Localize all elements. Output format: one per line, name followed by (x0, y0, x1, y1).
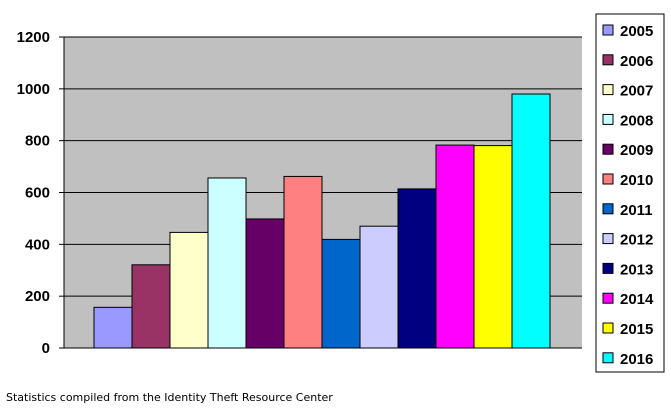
bars (93, 93, 551, 349)
bar-2016 (511, 93, 551, 349)
legend-label-2011: 2011 (620, 202, 653, 219)
bar-2015 (473, 145, 513, 349)
bar-2011 (321, 238, 361, 349)
legend-label-2016: 2016 (620, 351, 653, 368)
legend-label-2015: 2015 (620, 321, 653, 338)
bar-2009 (245, 218, 285, 349)
legend-label-2007: 2007 (620, 83, 653, 100)
y-tick-label: 0 (42, 340, 50, 357)
legend-swatch-2015 (602, 322, 614, 334)
legend-swatch-2010 (602, 173, 614, 185)
legend-label-2005: 2005 (620, 23, 653, 40)
y-tick-label: 800 (25, 133, 50, 150)
legend-label-2012: 2012 (620, 232, 653, 249)
legend-swatch-2012 (602, 233, 614, 245)
legend-swatch-2005 (602, 24, 614, 36)
y-axis-ticks: 0 200 400 600 800 1000 1200 (17, 29, 64, 357)
y-tick-label: 200 (25, 288, 50, 305)
bar-2013 (397, 188, 437, 349)
legend-label-2009: 2009 (620, 142, 653, 159)
legend-swatch-2011 (602, 203, 614, 215)
bar-2008 (207, 177, 247, 349)
legend-label-2006: 2006 (620, 53, 653, 70)
legend-label-2014: 2014 (620, 291, 654, 308)
y-tick-label: 1000 (17, 81, 50, 98)
legend-swatch-2007 (602, 84, 614, 96)
bar-2006 (131, 264, 171, 349)
bar-2005 (93, 306, 133, 349)
bar-2007 (169, 231, 209, 349)
source-caption: Statistics compiled from the Identity Th… (6, 391, 333, 404)
legend-swatch-2016 (602, 352, 614, 364)
legend: 2005 2006 2007 2008 2009 2010 2011 2012 2013 2014… (595, 13, 665, 373)
legend-swatch-2009 (602, 143, 614, 155)
bar-2010 (283, 175, 323, 349)
bar-2014 (435, 144, 475, 349)
legend-box (595, 13, 665, 373)
legend-label-2013: 2013 (620, 261, 653, 278)
legend-swatch-2006 (602, 54, 614, 66)
legend-label-2008: 2008 (620, 112, 653, 129)
legend-swatch-2014 (602, 292, 614, 304)
y-tick-label: 600 (25, 185, 50, 202)
y-tick-label: 400 (25, 236, 50, 253)
legend-swatch-2008 (602, 113, 614, 125)
y-tick-label: 1200 (17, 29, 50, 46)
bar-2012 (359, 225, 399, 349)
legend-swatch-2013 (602, 262, 614, 274)
legend-label-2010: 2010 (620, 172, 653, 189)
